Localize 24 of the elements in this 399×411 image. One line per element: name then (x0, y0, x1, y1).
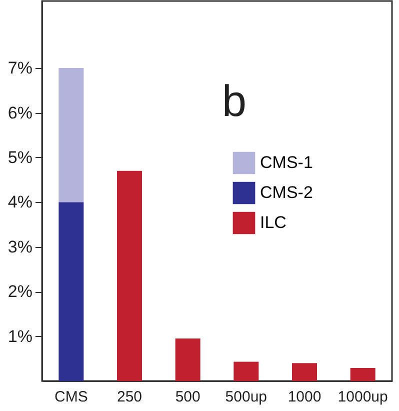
x-tick-label: 500up (225, 388, 268, 406)
legend-label: CMS-2 (260, 183, 313, 202)
bar (292, 363, 317, 381)
y-tick-label: 6% (8, 103, 32, 122)
y-tick-label: 2% (8, 282, 32, 302)
y-tick-label: 3% (8, 237, 32, 256)
bar (234, 362, 259, 381)
bar (117, 170, 142, 381)
y-tick-label: 7% (8, 58, 32, 78)
legend-label: ILC (260, 213, 286, 232)
bar (58, 202, 84, 381)
bar (350, 368, 376, 381)
x-tick-label: 250 (116, 388, 142, 406)
x-tick-label: 1000up (338, 388, 388, 406)
y-tick-label: 5% (8, 148, 32, 167)
x-tick-label: CMS (54, 388, 88, 406)
legend-label: CMS-1 (260, 153, 313, 172)
y-tick-label: 4% (8, 192, 32, 212)
annotation: b (222, 77, 246, 126)
bar (58, 68, 84, 202)
x-tick-label: 500 (175, 388, 200, 406)
y-tick-label: 1% (8, 326, 32, 346)
x-tick-label: 1000 (288, 388, 322, 406)
bar (175, 338, 200, 381)
